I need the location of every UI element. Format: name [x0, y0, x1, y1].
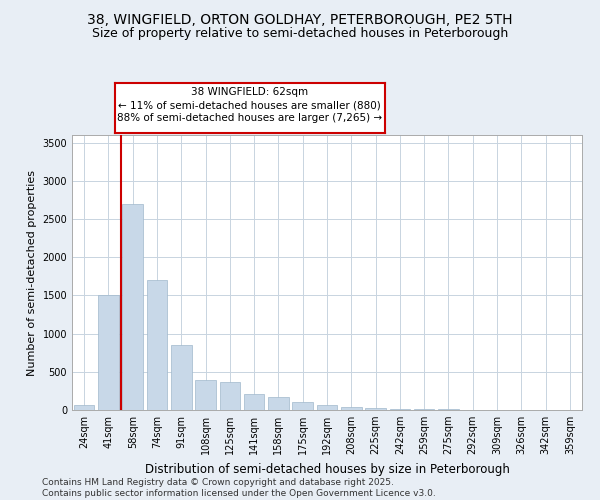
Bar — [146, 280, 167, 410]
Bar — [268, 397, 289, 410]
Bar — [220, 382, 240, 410]
Text: 38 WINGFIELD: 62sqm
← 11% of semi-detached houses are smaller (880)
88% of semi-: 38 WINGFIELD: 62sqm ← 11% of semi-detach… — [117, 87, 382, 123]
Bar — [98, 296, 119, 410]
Y-axis label: Number of semi-detached properties: Number of semi-detached properties — [27, 170, 37, 376]
Bar — [389, 409, 410, 410]
X-axis label: Distribution of semi-detached houses by size in Peterborough: Distribution of semi-detached houses by … — [145, 462, 509, 475]
Bar — [292, 402, 313, 410]
Bar — [414, 409, 434, 410]
Bar — [317, 404, 337, 410]
Text: Size of property relative to semi-detached houses in Peterborough: Size of property relative to semi-detach… — [92, 28, 508, 40]
Bar — [244, 394, 265, 410]
Bar — [195, 380, 216, 410]
Bar — [74, 405, 94, 410]
Bar — [365, 408, 386, 410]
Text: 38, WINGFIELD, ORTON GOLDHAY, PETERBOROUGH, PE2 5TH: 38, WINGFIELD, ORTON GOLDHAY, PETERBOROU… — [87, 12, 513, 26]
Bar — [171, 345, 191, 410]
Bar — [341, 408, 362, 410]
Text: Contains HM Land Registry data © Crown copyright and database right 2025.
Contai: Contains HM Land Registry data © Crown c… — [42, 478, 436, 498]
Bar — [122, 204, 143, 410]
